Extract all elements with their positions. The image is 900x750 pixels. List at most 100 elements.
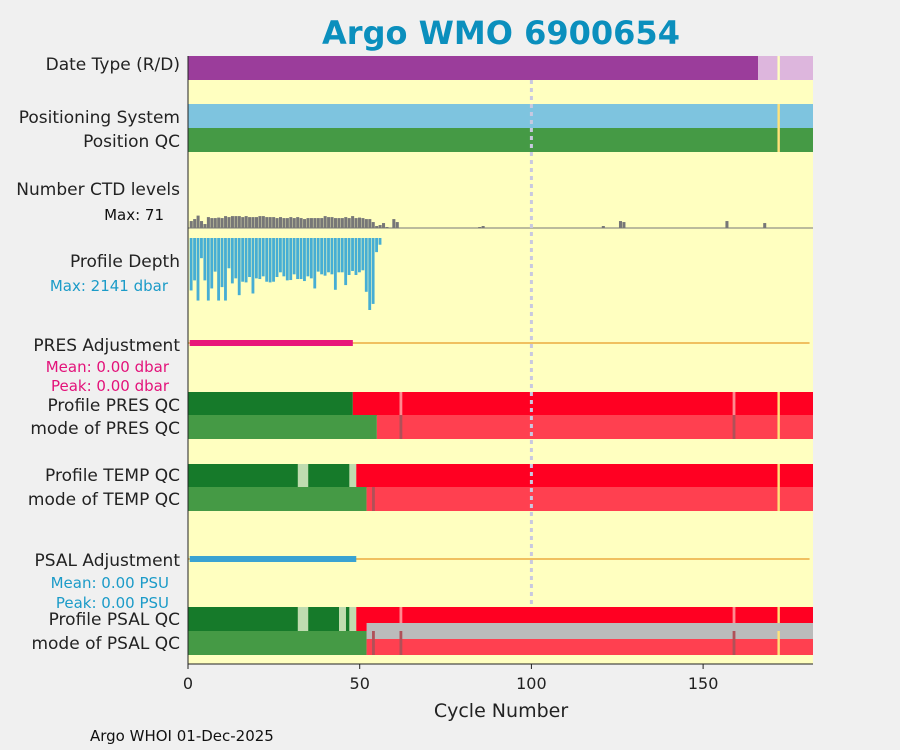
depth-bar-45 (340, 238, 344, 273)
temp_mode-gap-0 (372, 487, 375, 511)
temp_mode-segment-1 (366, 487, 813, 511)
depth-bar-20 (254, 238, 258, 279)
pres_mode-gap-2 (777, 415, 780, 439)
depth-bar-4 (200, 238, 203, 259)
depth-bar-53 (368, 238, 372, 310)
ctd-bar-50 (357, 217, 362, 228)
depth-bar-40 (323, 238, 327, 276)
psal_mode-gap-2 (732, 631, 736, 655)
depth-bar-28 (282, 238, 286, 277)
ctd-bar-32 (296, 217, 300, 228)
temp_qc-segment-0 (188, 464, 298, 488)
depth-bar-54 (371, 238, 375, 304)
depth-bar-34 (303, 238, 306, 282)
ctd-bar-27 (279, 217, 283, 228)
ctd-bar-22 (261, 216, 265, 228)
psal_mode-overlay (366, 623, 813, 639)
pres_mode-segment-0 (188, 415, 377, 439)
position-gap (777, 104, 780, 152)
ctd-bar-47 (347, 218, 351, 228)
ctd-bar-6 (206, 217, 210, 228)
depth-bar-7 (210, 238, 214, 289)
depth-bar-37 (313, 238, 317, 289)
psal_mode-gap-3 (777, 631, 780, 655)
ctd-bar-26 (275, 218, 279, 228)
psal_mode-gap-0 (372, 631, 375, 655)
depth-bar-36 (309, 238, 313, 279)
ctd-bar-4 (200, 221, 204, 228)
ctd-bar-44 (337, 218, 341, 228)
ctd-bar-15 (237, 216, 241, 228)
ctd-bar-14 (234, 216, 238, 228)
date-type-gap (777, 56, 780, 80)
ctd-bar-41 (327, 217, 331, 228)
position-qc-bar (188, 128, 813, 152)
ctd-bar-40 (323, 216, 327, 228)
depth-bar-39 (320, 238, 324, 275)
ctd-bar-36 (309, 218, 313, 228)
ctd-bar-121 (601, 226, 605, 228)
ctd-bar-11 (224, 216, 228, 228)
positioning-system-bar (188, 104, 813, 128)
pres_mode-gap-1 (732, 415, 736, 439)
depth-bar-51 (361, 238, 365, 271)
ctd-bar-57 (382, 223, 386, 228)
label-position-qc: Position QC (83, 132, 180, 152)
ctd-bar-28 (282, 218, 286, 228)
psal-adj-bar (189, 556, 357, 562)
label-date-type: Date Type (R/D) (46, 55, 180, 75)
ctd-bar-38 (316, 218, 320, 228)
label-positioning-system: Positioning System (19, 108, 180, 128)
pres-adj-bar (189, 340, 353, 346)
ctd-bar-53 (368, 219, 372, 228)
depth-bar-30 (289, 238, 293, 281)
ctd-bar-157 (725, 221, 729, 228)
depth-bar-26 (275, 238, 279, 278)
depth-bar-9 (217, 238, 221, 301)
ctd-bar-42 (330, 217, 334, 228)
depth-bar-6 (206, 238, 210, 301)
depth-bar-41 (327, 238, 330, 273)
depth-bar-52 (364, 238, 368, 292)
ctd-bar-86 (481, 226, 485, 228)
depth-bar-46 (344, 238, 348, 286)
ctd-bar-49 (354, 218, 358, 228)
depth-bar-5 (203, 238, 207, 281)
psal-mean-label: Mean: 0.00 PSU (51, 574, 169, 592)
depth-bar-38 (316, 238, 320, 272)
x-tick-label-100: 100 (516, 674, 547, 693)
footer-credit: Argo WHOI 01-Dec-2025 (90, 727, 274, 745)
ctd-bar-3 (196, 215, 200, 228)
ctd-bar-29 (285, 218, 289, 228)
row-labels: Date Type (R/D) Positioning System Posit… (16, 55, 180, 654)
ctd-bar-39 (320, 218, 324, 228)
psal_qc-gap-1 (732, 607, 736, 631)
depth-bar-55 (375, 238, 378, 253)
ctd-bar-43 (333, 218, 337, 228)
ctd-bar-126 (618, 221, 623, 228)
psal_qc-gap-0 (399, 607, 403, 631)
ctd-bar-24 (268, 217, 272, 228)
x-tick-label-50: 50 (350, 674, 370, 693)
temp_qc-segment-1 (297, 464, 309, 488)
label-pres-adjustment: PRES Adjustment (33, 336, 180, 356)
depth-bar-25 (272, 238, 275, 282)
depth-bar-11 (224, 238, 227, 301)
temp_qc-segment-4 (356, 464, 813, 488)
ctd-bar-37 (313, 218, 317, 228)
x-axis-title: Cycle Number (434, 700, 568, 722)
ctd-bar-5 (203, 224, 207, 228)
depth-max-label: Max: 2141 dbar (50, 277, 169, 295)
ctd-bar-20 (254, 217, 258, 228)
depth-bar-15 (237, 238, 241, 296)
depth-bar-48 (351, 238, 354, 271)
psal_qc-segment-1 (297, 607, 309, 631)
ctd-bar-21 (258, 216, 262, 228)
depth-bar-13 (230, 238, 234, 284)
label-profile-psal-qc: Profile PSAL QC (49, 610, 180, 630)
pres_qc-gap-0 (399, 392, 403, 416)
ctd-bar-8 (213, 218, 217, 228)
depth-bar-19 (251, 238, 255, 294)
ctd-bar-19 (251, 217, 255, 228)
psal_mode-gap-1 (399, 631, 403, 655)
